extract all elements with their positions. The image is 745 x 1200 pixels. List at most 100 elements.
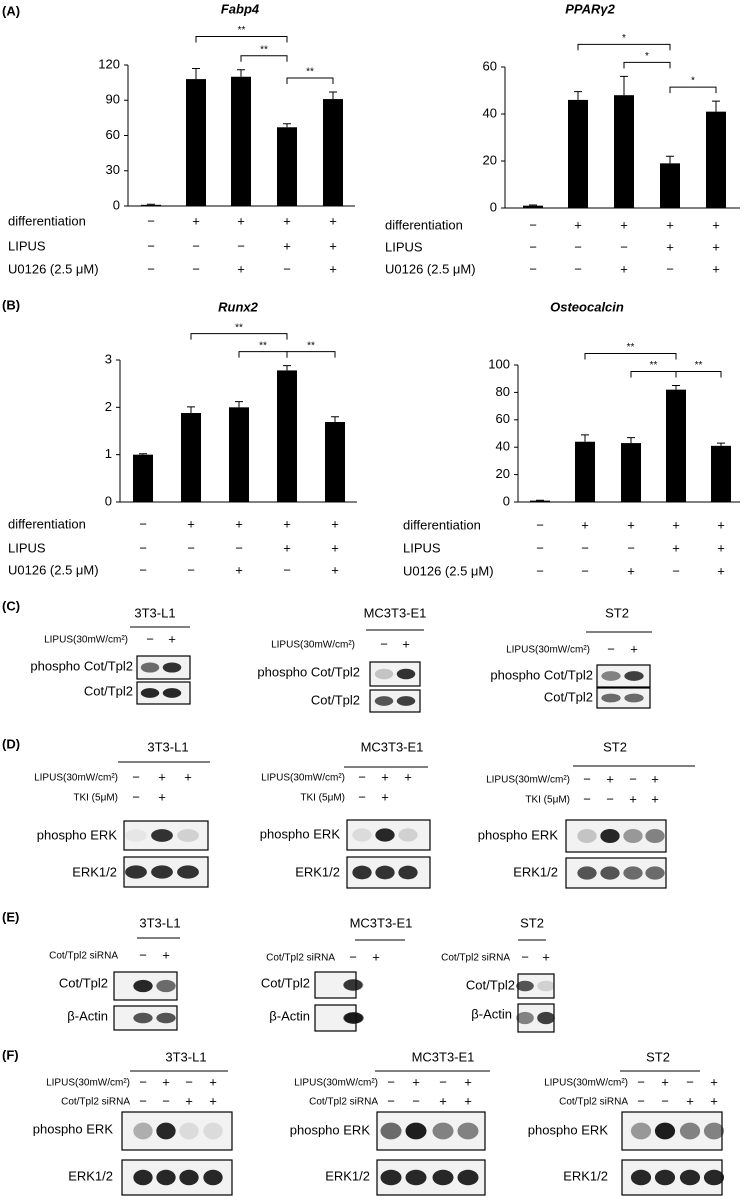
blot-label: ERK1/2 [295, 864, 340, 879]
y-tick-label: 60 [496, 411, 510, 426]
blot-band [516, 980, 534, 992]
blot-band [600, 866, 620, 880]
error-bar [712, 100, 720, 112]
y-tick-label: 3 [105, 351, 112, 366]
bar [181, 413, 201, 502]
blot-label: phospho ERK [528, 1122, 609, 1137]
bar [277, 370, 297, 502]
error-bar [147, 203, 155, 205]
condition-mark: + [329, 238, 337, 253]
error-bar [672, 385, 680, 390]
condition-label: Cot/Tpl2 siRNA [309, 1097, 378, 1108]
condition-mark: − [139, 562, 147, 577]
condition-mark: + [283, 516, 291, 531]
condition-mark: + [717, 517, 725, 532]
condition-mark: − [637, 1074, 645, 1089]
condition-label: Cot/Tpl2 siRNA [441, 953, 510, 964]
condition-label: LIPUS(30mW/cm²) [294, 1078, 378, 1089]
condition-mark: + [329, 261, 337, 276]
condition-mark: + [464, 1093, 472, 1108]
bar [523, 205, 543, 208]
condition-mark: − [536, 563, 544, 578]
panel-label: (B) [2, 297, 20, 312]
blot-band [162, 662, 182, 673]
significance-bracket [238, 351, 288, 358]
condition-mark: + [666, 239, 674, 254]
error-bar [139, 453, 147, 455]
condition-mark: − [139, 947, 147, 962]
bar [666, 389, 686, 502]
blot-band [654, 1122, 676, 1140]
blot-band [380, 1122, 402, 1140]
condition-mark: + [712, 217, 720, 232]
condition-label: TKI (5μM) [300, 793, 345, 804]
condition-mark: − [529, 239, 537, 254]
blot-label: ERK1/2 [563, 1168, 608, 1183]
chart-title: PPARγ2 [565, 1, 615, 16]
chart-title: Runx2 [218, 299, 259, 314]
condition-mark: + [235, 516, 243, 531]
blot-band [156, 1012, 176, 1024]
condition-label: U0126 (2.5 μM) [8, 261, 99, 276]
condition-mark: − [529, 261, 537, 276]
blot-band [179, 1122, 199, 1140]
condition-mark: − [380, 636, 388, 651]
condition-mark: + [192, 213, 200, 228]
blot-band [125, 865, 147, 879]
blot-background [121, 1111, 233, 1151]
blot-label: phospho Cot/Tpl2 [490, 667, 593, 682]
blot-band [398, 865, 418, 880]
condition-mark: − [606, 791, 614, 806]
condition-mark: + [606, 771, 614, 786]
condition-mark: + [283, 540, 291, 555]
condition-mark: + [581, 517, 589, 532]
blot-band [537, 980, 555, 992]
condition-label: Cot/Tpl2 siRNA [266, 953, 335, 964]
y-tick-label: 0 [113, 197, 120, 212]
y-tick-label: 0 [490, 199, 497, 214]
blot-label: β-Actin [471, 1006, 512, 1021]
cell-line: ST2 [605, 605, 629, 620]
condition-mark: − [620, 239, 628, 254]
blot-label: phospho ERK [260, 826, 341, 841]
condition-mark: + [237, 261, 245, 276]
condition-mark: + [235, 562, 243, 577]
bar [614, 95, 634, 208]
condition-mark: + [717, 540, 725, 555]
blot-band [703, 1169, 725, 1186]
significance-label: ** [260, 44, 268, 55]
condition-mark: + [187, 516, 195, 531]
blot-band [457, 1169, 479, 1186]
condition-label: LIPUS(30mW/cm²) [486, 775, 570, 786]
condition-mark: − [387, 1093, 395, 1108]
blot-band [203, 1169, 223, 1186]
blot-band [343, 979, 363, 991]
significance-bracket [286, 351, 336, 358]
condition-mark: − [629, 771, 637, 786]
blot-band [457, 1122, 479, 1140]
condition-mark: + [209, 1074, 217, 1089]
blot-band [133, 1122, 153, 1140]
significance-label: ** [259, 340, 267, 351]
bar [660, 163, 680, 208]
condition-mark: − [686, 1074, 694, 1089]
condition-mark: − [139, 540, 147, 555]
condition-mark: + [158, 789, 166, 804]
significance-label: ** [695, 360, 703, 371]
y-tick-label: 0 [105, 493, 112, 508]
error-bar [620, 75, 628, 96]
significance-bracket [286, 77, 334, 85]
significance-bracket [669, 86, 717, 94]
condition-mark: + [372, 949, 380, 964]
condition-mark: + [381, 789, 389, 804]
error-bar [331, 416, 339, 423]
bar [229, 407, 249, 502]
condition-mark: + [542, 949, 550, 964]
condition-label: LIPUS [385, 239, 423, 254]
blot-band [601, 671, 621, 681]
condition-mark: − [185, 1074, 193, 1089]
blot-band [352, 865, 372, 880]
condition-mark: + [184, 769, 192, 784]
bar [323, 99, 343, 206]
blot-band [624, 693, 644, 703]
